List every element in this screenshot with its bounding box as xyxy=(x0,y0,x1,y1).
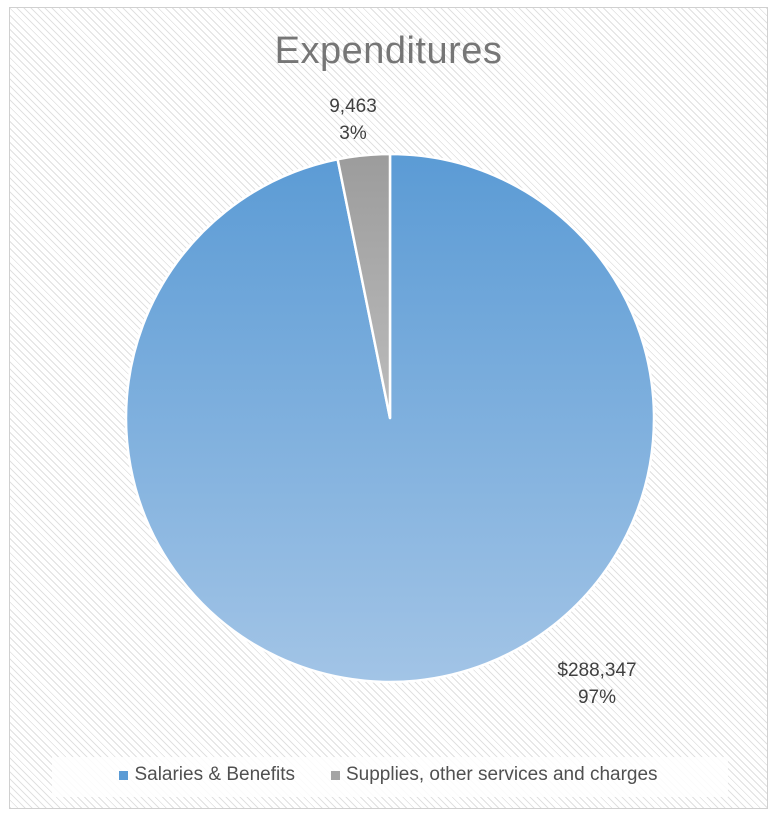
legend-label-supplies: Supplies, other services and charges xyxy=(345,764,658,785)
legend-swatch-salaries xyxy=(119,770,129,780)
data-label-supplies: 9,463 3% xyxy=(329,96,377,144)
data-label-supplies-value: 9,463 xyxy=(329,96,377,117)
data-label-salaries: $288,347 97% xyxy=(557,660,636,708)
legend-background xyxy=(52,757,728,797)
legend-swatch-supplies xyxy=(330,770,340,780)
data-label-salaries-value: $288,347 xyxy=(557,660,636,681)
legend: Salaries & Benefits Supplies, other serv… xyxy=(0,764,777,786)
legend-label-salaries: Salaries & Benefits xyxy=(134,764,295,785)
chart-title: Expenditures xyxy=(274,30,503,72)
legend-item-salaries: Salaries & Benefits xyxy=(119,764,295,786)
pie-slice-supplies xyxy=(336,152,392,420)
legend-item-supplies: Supplies, other services and charges xyxy=(330,764,658,786)
data-label-salaries-percent: 97% xyxy=(578,687,616,708)
data-label-supplies-percent: 3% xyxy=(339,123,367,144)
